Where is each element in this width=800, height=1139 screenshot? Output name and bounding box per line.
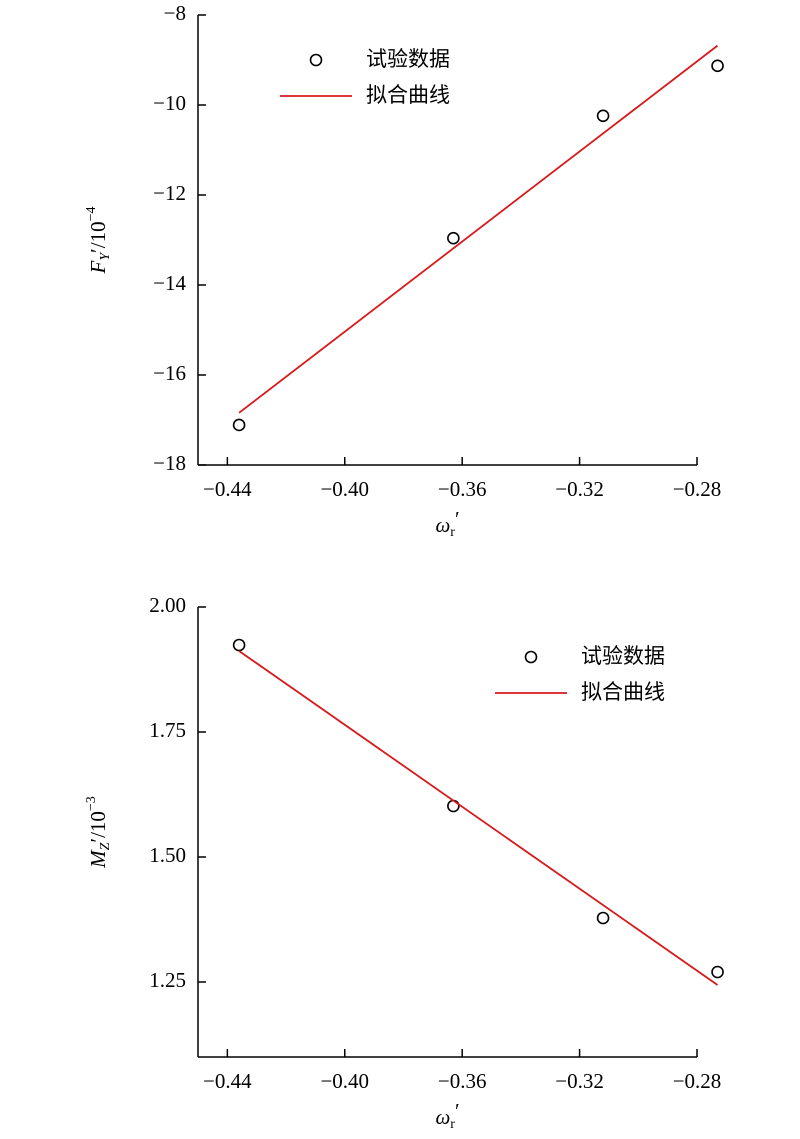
legend-marker bbox=[524, 650, 538, 664]
x-label-rest: ′ bbox=[455, 1099, 460, 1123]
y-label-sub: Y bbox=[98, 251, 113, 261]
y-tick-label: −18 bbox=[153, 451, 186, 475]
fit-line bbox=[238, 44, 719, 414]
y-axis-label: MZ′/10−3 bbox=[84, 796, 113, 869]
x-tick-label: −0.44 bbox=[203, 477, 252, 501]
data-point bbox=[447, 799, 460, 813]
data-point bbox=[232, 418, 246, 432]
y-label-sub: Z bbox=[98, 842, 113, 850]
y-tick-label: −12 bbox=[153, 181, 186, 205]
x-tick-label: −0.44 bbox=[203, 1069, 252, 1093]
data-point bbox=[447, 231, 460, 245]
x-label-main: ω bbox=[435, 1105, 450, 1129]
x-axis-label: ωr′ bbox=[435, 507, 459, 540]
x-axis-label: ωr′ bbox=[435, 1099, 459, 1132]
x-label-rest: ′ bbox=[455, 507, 460, 531]
x-tick-label: −0.36 bbox=[438, 1069, 487, 1093]
data-point bbox=[711, 965, 724, 979]
x-tick-label: −0.40 bbox=[320, 477, 369, 501]
x-tick-label: −0.28 bbox=[673, 1069, 722, 1093]
x-label-main: ω bbox=[435, 513, 450, 537]
data-point bbox=[711, 59, 724, 73]
x-tick-label: −0.32 bbox=[555, 477, 604, 501]
x-tick-label: −0.28 bbox=[673, 477, 722, 501]
y-tick-label: 1.50 bbox=[149, 843, 186, 867]
y-tick-label: −16 bbox=[153, 361, 186, 385]
y-label-main: M bbox=[86, 849, 110, 869]
fit-line bbox=[238, 650, 719, 986]
data-point bbox=[596, 911, 610, 925]
y-tick-label: −14 bbox=[153, 271, 186, 295]
y-label-rest: ′/10 bbox=[86, 221, 110, 252]
x-tick-label: −0.36 bbox=[438, 477, 487, 501]
legend-label: 试验数据 bbox=[366, 47, 450, 71]
x-label-sub: r bbox=[450, 525, 455, 540]
legend-label: 试验数据 bbox=[581, 644, 665, 668]
y-axis-label: FY′/10−4 bbox=[84, 207, 113, 275]
legend-marker bbox=[309, 53, 323, 67]
x-tick-label: −0.32 bbox=[555, 1069, 604, 1093]
x-label-sub: r bbox=[450, 1117, 455, 1132]
y-tick-label: −10 bbox=[153, 91, 186, 115]
data-point bbox=[232, 638, 246, 652]
y-label-rest: ′/10 bbox=[86, 811, 110, 842]
legend-label: 拟合曲线 bbox=[581, 680, 665, 704]
y-label-sup: −3 bbox=[84, 796, 99, 811]
data-point bbox=[596, 109, 610, 123]
y-tick-label: 2.00 bbox=[149, 593, 186, 617]
y-tick-label: 1.75 bbox=[149, 718, 186, 742]
y-tick-label: 1.25 bbox=[149, 968, 186, 992]
legend-label: 拟合曲线 bbox=[366, 83, 450, 107]
y-label-sup: −4 bbox=[84, 207, 99, 222]
y-label-main: F bbox=[86, 260, 110, 274]
x-tick-label: −0.40 bbox=[320, 1069, 369, 1093]
y-tick-label: −8 bbox=[164, 1, 186, 25]
